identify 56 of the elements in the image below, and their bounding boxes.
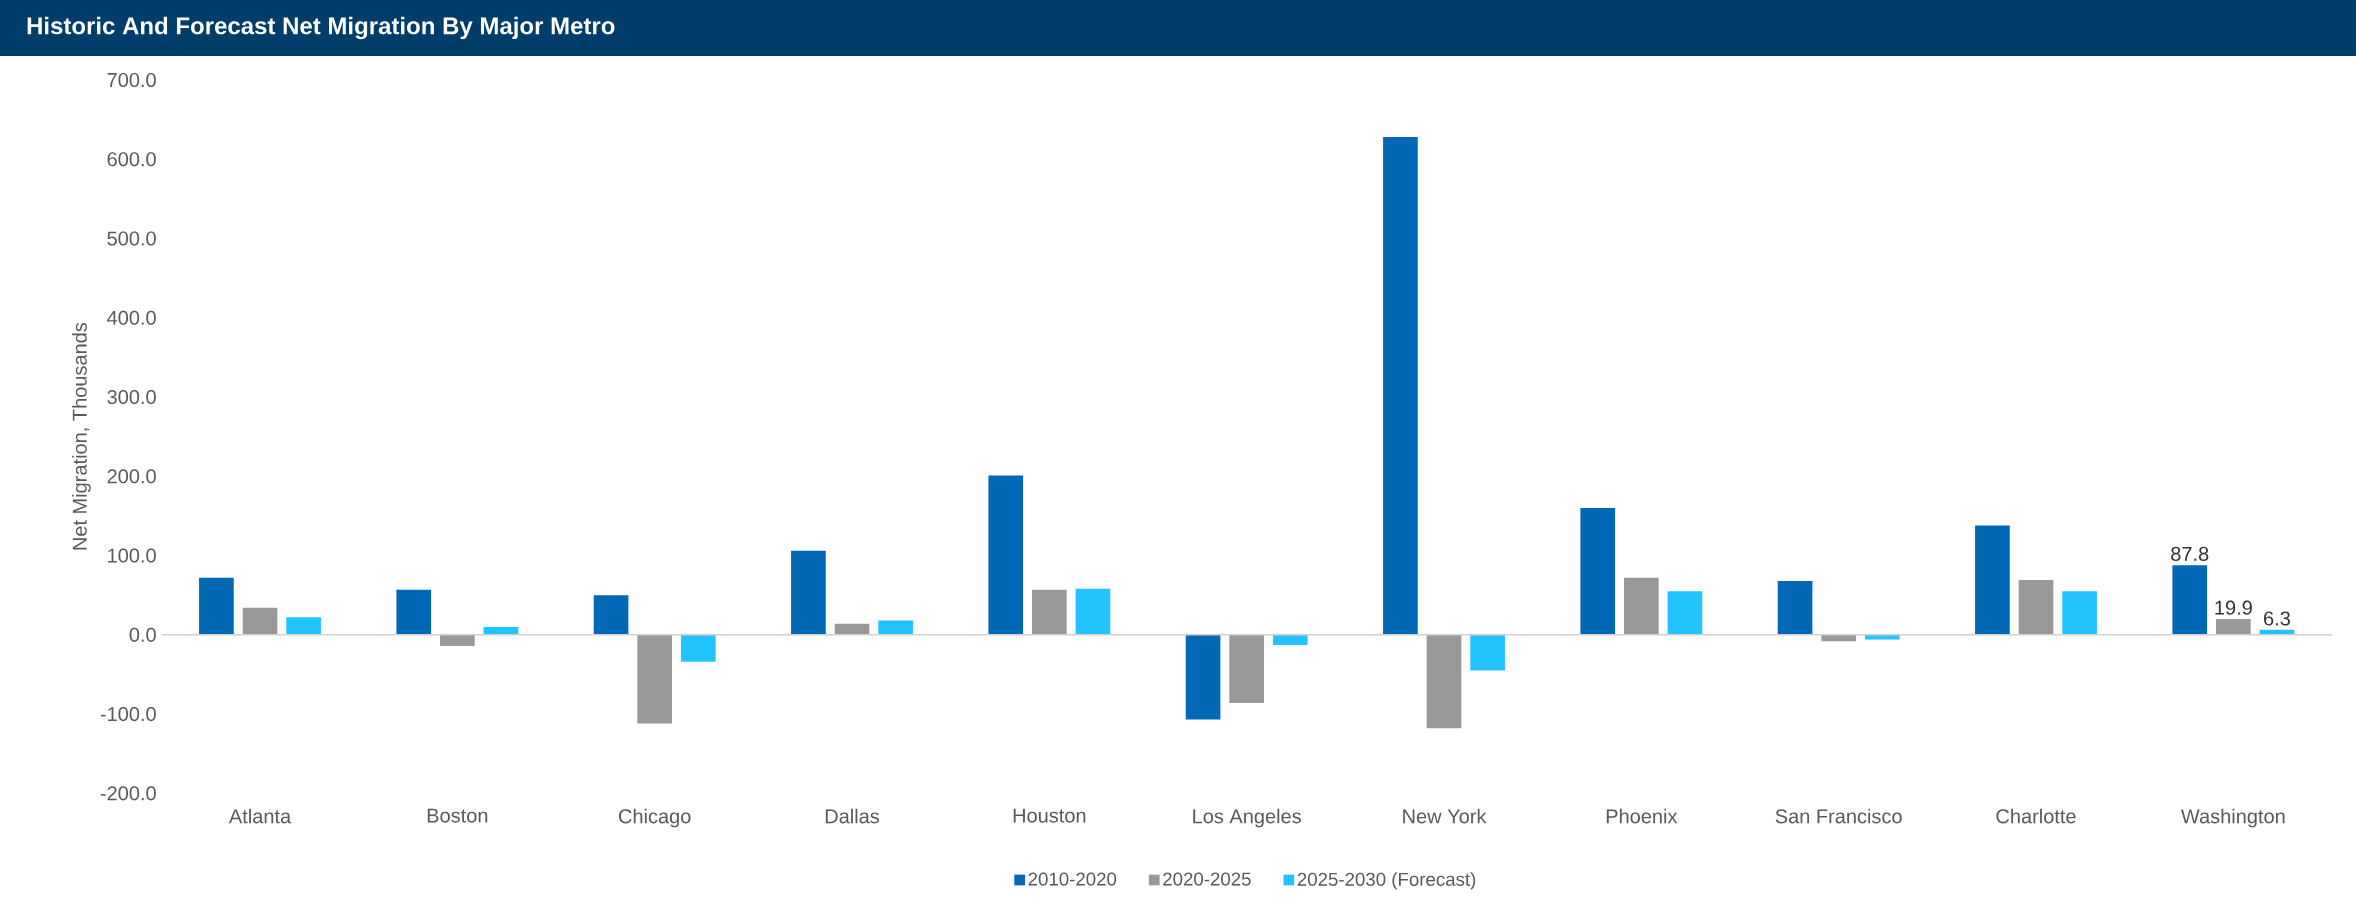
y-axis-title: Net Migration, Thousands <box>72 322 91 550</box>
bar <box>2216 619 2251 635</box>
bar <box>286 617 321 635</box>
legend-label: 2010-2020 <box>1028 872 1117 886</box>
data-label: 6.3 <box>2264 611 2290 626</box>
bar <box>1229 634 1265 703</box>
bar <box>1777 580 1813 635</box>
legend-label: 2025-2030 (Forecast) <box>1297 872 1476 890</box>
x-tick-label: Phoenix <box>1606 808 1678 824</box>
bar <box>1580 507 1616 635</box>
x-tick-label: Dallas <box>825 808 880 824</box>
bar <box>1075 588 1111 635</box>
y-tick-label: 0.0 <box>129 627 156 642</box>
bar <box>2018 580 2054 635</box>
bar <box>1426 634 1462 729</box>
bar <box>440 634 475 646</box>
chart-title: Historic And Forecast Net Migration By Major Metro <box>27 16 615 40</box>
x-tick-label: New York <box>1403 808 1487 824</box>
x-tick-label: Boston <box>427 808 488 823</box>
y-tick-label: 600.0 <box>107 152 156 167</box>
x-tick-label: Charlotte <box>1996 808 2076 824</box>
bar <box>396 589 432 635</box>
x-tick-label: Chicago <box>619 808 691 828</box>
bar <box>680 634 716 662</box>
data-label: 87.8 <box>2171 546 2209 561</box>
bar <box>1185 634 1221 720</box>
y-tick-label: 400.0 <box>107 310 156 325</box>
y-tick-label: 700.0 <box>107 72 156 88</box>
legend-label: 2020-2025 <box>1163 872 1251 886</box>
x-tick-label: Washington <box>2180 808 2285 828</box>
y-tick-label: 500.0 <box>107 231 156 246</box>
bar <box>199 577 234 635</box>
x-tick-label: San Francisco <box>1775 808 1902 824</box>
bar <box>878 620 913 635</box>
bar <box>1470 634 1505 671</box>
y-tick-label: -200.0 <box>100 786 156 801</box>
bar <box>1383 137 1418 635</box>
y-tick-label: 300.0 <box>107 389 156 405</box>
x-tick-label: Houston <box>1013 808 1086 823</box>
bar <box>791 550 826 635</box>
bar <box>2172 565 2208 635</box>
x-tick-label: Atlanta <box>228 808 292 824</box>
bar <box>988 475 1024 635</box>
x-tick-label: Los Angeles <box>1193 808 1301 828</box>
bar <box>242 607 278 635</box>
bar <box>1975 525 2010 635</box>
data-label: 19.9 <box>2215 600 2252 615</box>
bar <box>1032 589 1067 635</box>
y-tick-label: 200.0 <box>107 469 156 484</box>
y-tick-label: -100.0 <box>100 706 156 722</box>
bar <box>593 595 629 635</box>
bar <box>637 634 673 724</box>
bar <box>2062 591 2097 635</box>
bar <box>1624 577 1659 635</box>
bar <box>1667 591 1703 635</box>
y-tick-label: 100.0 <box>108 548 156 563</box>
